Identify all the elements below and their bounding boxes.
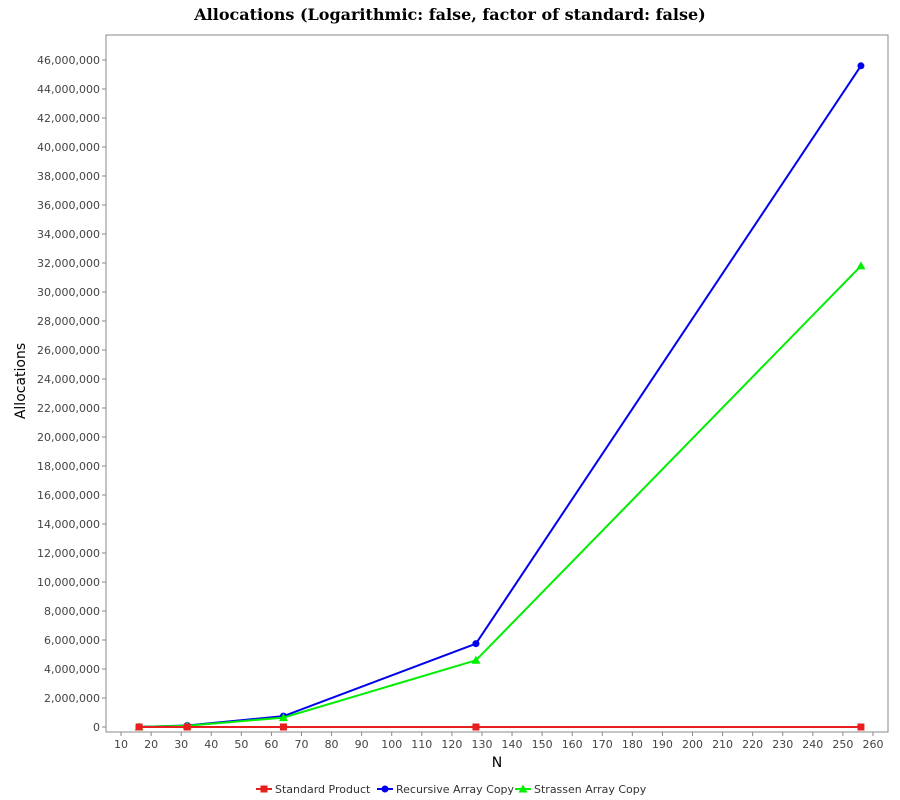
y-tick-label: 16,000,000 [37, 489, 100, 502]
x-tick-label: 180 [622, 738, 643, 751]
x-tick-label: 210 [712, 738, 733, 751]
y-tick-label: 2,000,000 [44, 692, 100, 705]
x-tick-label: 190 [652, 738, 673, 751]
y-tick-label: 46,000,000 [37, 54, 100, 67]
x-tick-label: 170 [592, 738, 613, 751]
legend-item-recursive-array-copy: Recursive Array Copy [377, 783, 515, 796]
x-tick-label: 60 [264, 738, 278, 751]
series-layer [134, 62, 866, 731]
y-tick-label: 42,000,000 [37, 112, 100, 125]
legend-item-strassen-array-copy: Strassen Array Copy [515, 783, 647, 796]
x-tick-label: 80 [325, 738, 339, 751]
x-tick-label: 100 [381, 738, 402, 751]
data-point-standard-product [472, 723, 480, 731]
y-tick-label: 44,000,000 [37, 83, 100, 96]
y-tick-label: 26,000,000 [37, 344, 100, 357]
y-tick-label: 38,000,000 [37, 170, 100, 183]
x-tick-label: 200 [682, 738, 703, 751]
y-tick-label: 28,000,000 [37, 315, 100, 328]
x-axis-title: N [492, 755, 502, 771]
chart-title: Allocations (Logarithmic: false, factor … [194, 5, 706, 24]
x-tick-label: 10 [114, 738, 128, 751]
x-tick-label: 50 [234, 738, 248, 751]
plot-area [105, 34, 889, 733]
data-point-strassen-array-copy [278, 713, 288, 722]
y-axis-title: Allocations [13, 343, 29, 419]
data-point-standard-product [183, 723, 191, 731]
x-tick-label: 260 [862, 738, 883, 751]
legend-label: Recursive Array Copy [396, 783, 515, 796]
y-tick-label: 40,000,000 [37, 141, 100, 154]
y-tick-label: 12,000,000 [37, 547, 100, 560]
y-tick-label: 14,000,000 [37, 518, 100, 531]
x-tick-label: 40 [204, 738, 218, 751]
y-tick-label: 10,000,000 [37, 576, 100, 589]
y-tick-label: 30,000,000 [37, 286, 100, 299]
x-axis: 10 20 30 40 50 60 70 80 90 100 110 120 130 140 150 160 1… [114, 732, 883, 751]
x-tick-label: 220 [742, 738, 763, 751]
y-tick-label: 36,000,000 [37, 199, 100, 212]
y-axis: 0 2,000,000 4,000,000 6,000,000 8,000,000 10,… [37, 54, 106, 734]
x-tick-label: 230 [772, 738, 793, 751]
data-point-recursive-array-copy [472, 640, 480, 648]
legend-label: Standard Product [275, 783, 371, 796]
x-tick-label: 130 [471, 738, 492, 751]
x-tick-label: 250 [832, 738, 853, 751]
x-tick-label: 160 [562, 738, 583, 751]
y-tick-label: 8,000,000 [44, 605, 100, 618]
data-point-recursive-array-copy [857, 62, 865, 70]
x-tick-label: 140 [502, 738, 523, 751]
data-point-standard-product [279, 723, 287, 731]
x-tick-label: 90 [355, 738, 369, 751]
x-tick-label: 240 [802, 738, 823, 751]
legend-swatch-marker [518, 784, 528, 793]
x-tick-label: 70 [295, 738, 309, 751]
y-tick-label: 24,000,000 [37, 373, 100, 386]
y-tick-label: 6,000,000 [44, 634, 100, 647]
legend: Standard Product Recursive Array Copy Stra… [256, 783, 647, 796]
y-tick-label: 4,000,000 [44, 663, 100, 676]
y-tick-label: 0 [93, 721, 100, 734]
data-point-standard-product [135, 723, 143, 731]
x-tick-label: 30 [174, 738, 188, 751]
y-tick-label: 22,000,000 [37, 402, 100, 415]
legend-item-standard-product: Standard Product [256, 783, 371, 796]
x-tick-label: 120 [441, 738, 462, 751]
y-tick-label: 32,000,000 [37, 257, 100, 270]
legend-swatch-marker [260, 785, 268, 793]
x-tick-label: 110 [411, 738, 432, 751]
data-point-strassen-array-copy [856, 261, 866, 270]
legend-swatch-marker [381, 785, 389, 793]
data-point-strassen-array-copy [471, 655, 481, 664]
y-tick-label: 20,000,000 [37, 431, 100, 444]
y-tick-label: 18,000,000 [37, 460, 100, 473]
x-tick-label: 150 [532, 738, 553, 751]
x-tick-label: 20 [144, 738, 158, 751]
y-tick-label: 34,000,000 [37, 228, 100, 241]
series-standard-product [135, 723, 865, 731]
data-point-standard-product [857, 723, 865, 731]
legend-label: Strassen Array Copy [534, 783, 647, 796]
